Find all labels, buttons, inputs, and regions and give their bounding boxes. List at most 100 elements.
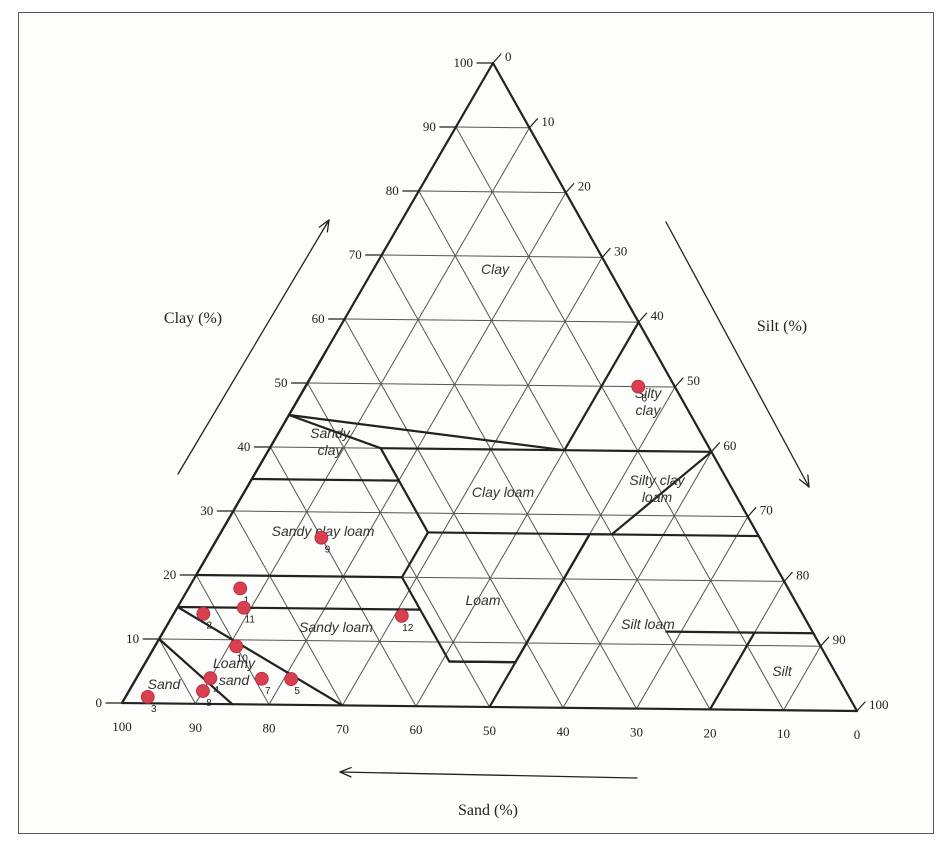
class-boundary bbox=[397, 479, 430, 534]
tick-label-silt: 90 bbox=[833, 632, 846, 647]
class-boundary bbox=[488, 533, 591, 709]
tick-label-clay: 60 bbox=[312, 311, 325, 326]
grid-line-clay bbox=[232, 510, 749, 518]
class-boundary bbox=[250, 349, 328, 481]
class-boundary bbox=[379, 447, 566, 452]
sample-label: 5 bbox=[294, 686, 300, 697]
tick-label-sand: 50 bbox=[483, 723, 496, 738]
tick-mark-silt bbox=[747, 507, 757, 518]
tick-label-silt: 50 bbox=[687, 373, 700, 388]
tick-label-sand: 40 bbox=[557, 724, 570, 739]
sample-point bbox=[203, 671, 218, 686]
tick-label-sand: 70 bbox=[336, 721, 349, 736]
tick-mark-silt bbox=[528, 118, 539, 129]
class-boundary bbox=[250, 477, 400, 482]
sand-direction-arrow-head bbox=[339, 766, 352, 773]
region-label-loamy-sand: Loamy sand bbox=[213, 655, 256, 688]
tick-mark-silt bbox=[856, 701, 866, 712]
grid-line-sand bbox=[344, 318, 564, 709]
tick-mark-silt bbox=[783, 571, 793, 583]
tick-label-sand: 20 bbox=[704, 725, 717, 740]
tick-label-silt: 20 bbox=[578, 179, 591, 194]
tick-mark-silt bbox=[637, 312, 648, 323]
grid-line-sand bbox=[307, 382, 490, 708]
class-boundary bbox=[176, 605, 422, 611]
sample-label: 10 bbox=[237, 653, 249, 664]
sample-label: 8 bbox=[206, 698, 212, 709]
tick-label-sand: 0 bbox=[854, 727, 861, 742]
class-boundary bbox=[195, 477, 253, 577]
silt-direction-arrow bbox=[665, 221, 810, 488]
silt-direction-arrow-head bbox=[798, 478, 810, 488]
tick-label-silt: 60 bbox=[723, 438, 736, 453]
tick-mark-silt bbox=[710, 442, 721, 453]
sample-point bbox=[394, 608, 409, 623]
class-boundary bbox=[448, 660, 517, 664]
grid-line-clay bbox=[418, 190, 567, 194]
sample-label: 4 bbox=[214, 685, 220, 696]
tick-label-silt: 40 bbox=[651, 308, 664, 323]
tick-label-clay: 80 bbox=[386, 183, 399, 198]
sample-point bbox=[229, 639, 244, 654]
tick-label-clay: 90 bbox=[423, 119, 436, 134]
grid-line-silt bbox=[342, 256, 603, 706]
silt-axis-title: Silt (%) bbox=[757, 318, 807, 335]
sample-label: 11 bbox=[245, 615, 256, 626]
grid-line-clay bbox=[344, 318, 640, 323]
class-boundary bbox=[158, 637, 234, 706]
sand-direction-arrow bbox=[339, 771, 638, 779]
tick-label-clay: 50 bbox=[275, 375, 288, 390]
region-label-sandy-loam: Sandy loam bbox=[299, 619, 373, 635]
sample-point bbox=[196, 606, 211, 621]
region-label-sand: Sand bbox=[148, 676, 182, 692]
grid-line-silt bbox=[783, 645, 822, 711]
class-boundary bbox=[708, 631, 756, 711]
region-label-clay: Clay bbox=[481, 261, 510, 277]
grid-line-clay bbox=[455, 126, 530, 129]
sample-point bbox=[314, 530, 329, 545]
clay-axis-title: Clay (%) bbox=[164, 310, 222, 327]
tick-label-clay: 40 bbox=[237, 439, 250, 454]
class-boundary bbox=[195, 573, 404, 579]
class-boundary bbox=[379, 447, 400, 482]
tick-label-clay: 30 bbox=[200, 503, 213, 518]
clay-direction-arrow bbox=[177, 219, 330, 475]
silt-direction-arrow-head bbox=[807, 474, 810, 488]
sample-label: 2 bbox=[207, 621, 213, 632]
tick-label-silt: 70 bbox=[760, 503, 773, 518]
triangle-outline bbox=[120, 61, 859, 713]
region-label-sandy-clay-loam: Sandy clay loam bbox=[272, 523, 375, 539]
grid-line-sand bbox=[381, 254, 637, 710]
sand-axis-title: Sand (%) bbox=[458, 802, 518, 819]
tick-label-clay: 10 bbox=[126, 631, 139, 646]
clay-direction-arrow-head bbox=[326, 219, 330, 233]
class-boundary bbox=[426, 531, 613, 536]
tick-label-clay: 70 bbox=[349, 247, 362, 262]
grid-line-clay bbox=[307, 382, 676, 388]
tick-mark-silt bbox=[674, 377, 684, 388]
grid-line-clay bbox=[381, 254, 603, 258]
class-boundary bbox=[176, 605, 344, 707]
sample-point bbox=[196, 684, 210, 698]
tick-mark-silt bbox=[492, 53, 502, 64]
tick-label-clay: 0 bbox=[96, 695, 103, 710]
class-boundary bbox=[563, 321, 640, 452]
region-label-sandy-clay: Sandy clay bbox=[310, 425, 351, 458]
tick-mark-silt bbox=[819, 636, 830, 647]
sample-label: 7 bbox=[265, 686, 271, 697]
class-boundary bbox=[665, 630, 756, 634]
tick-label-silt: 30 bbox=[614, 243, 627, 258]
grid-line-sand bbox=[158, 638, 196, 705]
region-label-silt-loam: Silt loam bbox=[621, 616, 675, 632]
class-boundary bbox=[753, 631, 815, 635]
sample-label: 1 bbox=[243, 595, 249, 606]
class-boundary bbox=[610, 533, 760, 538]
tick-label-sand: 10 bbox=[777, 726, 790, 741]
region-label-silt: Silt bbox=[772, 663, 793, 679]
grid-line-clay bbox=[158, 638, 822, 647]
tick-mark-silt bbox=[601, 247, 611, 258]
sand-direction-arrow-head bbox=[339, 771, 352, 778]
sample-label: 6 bbox=[641, 394, 647, 405]
class-boundary bbox=[120, 605, 179, 705]
